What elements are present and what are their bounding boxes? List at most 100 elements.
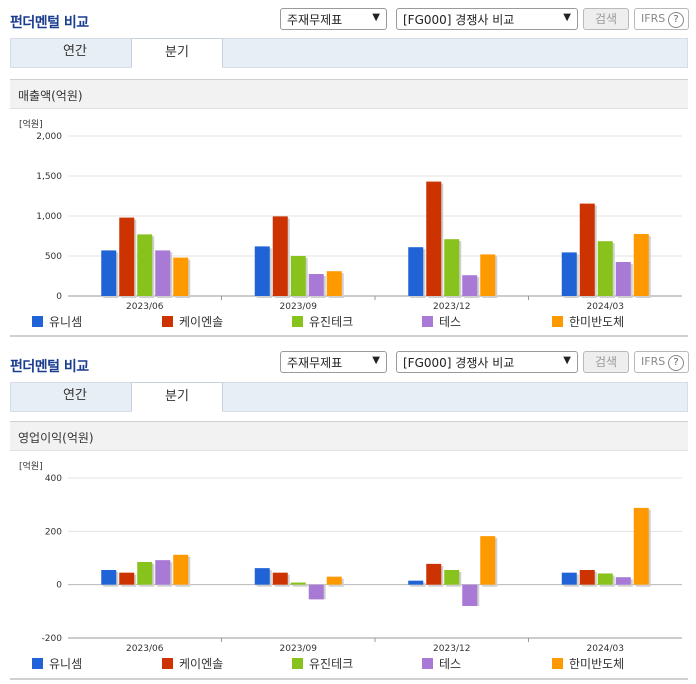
chart-legend: 유니셈 케이엔솔 유진테크 테스 한미반도체 xyxy=(32,313,692,329)
bar[interactable] xyxy=(308,584,324,600)
bar[interactable] xyxy=(137,234,153,296)
y-tick-label: 400 xyxy=(45,474,62,484)
bar[interactable] xyxy=(101,570,117,585)
bar[interactable] xyxy=(462,584,478,606)
peer-group-select[interactable]: [FG000] 경쟁사 비교 ▼ xyxy=(396,8,578,30)
legend-swatch xyxy=(32,658,43,669)
tab-quarterly[interactable]: 분기 xyxy=(131,38,223,68)
bar[interactable] xyxy=(444,570,460,585)
legend-label: 유진테크 xyxy=(309,657,354,671)
bar[interactable] xyxy=(597,241,613,296)
bar[interactable] xyxy=(272,216,288,296)
bar[interactable] xyxy=(462,275,478,296)
legend-item[interactable]: 한미반도체 xyxy=(552,655,624,672)
panel-revenue: 펀더멘털 비교 주재무제표 ▼ [FG000] 경쟁사 비교 ▼ 검색 IFRS… xyxy=(10,8,692,337)
bar[interactable] xyxy=(633,507,649,585)
bar[interactable] xyxy=(308,274,324,296)
legend-label: 유니셈 xyxy=(49,315,83,329)
bar[interactable] xyxy=(173,554,189,585)
bar[interactable] xyxy=(119,572,135,585)
bar[interactable] xyxy=(326,576,342,585)
bar[interactable] xyxy=(290,582,306,585)
ifrs-button[interactable]: IFRS ? xyxy=(634,8,689,30)
bar[interactable] xyxy=(480,536,496,585)
tab-annual[interactable]: 연간 xyxy=(63,44,87,59)
bar[interactable] xyxy=(426,181,442,296)
section-divider xyxy=(10,678,688,680)
bar[interactable] xyxy=(290,256,306,296)
ifrs-button[interactable]: IFRS ? xyxy=(634,351,689,373)
tab-quarterly[interactable]: 분기 xyxy=(131,382,223,412)
bar[interactable] xyxy=(408,247,424,296)
bar[interactable] xyxy=(272,572,288,585)
y-tick-label: 1,000 xyxy=(36,212,62,222)
legend-item[interactable]: 유니셈 xyxy=(32,313,82,330)
bar[interactable] xyxy=(426,563,442,585)
chevron-down-icon: ▼ xyxy=(563,12,571,23)
panel-header: 펀더멘털 비교 주재무제표 ▼ [FG000] 경쟁사 비교 ▼ 검색 IFRS… xyxy=(0,342,696,380)
search-button[interactable]: 검색 xyxy=(583,351,629,373)
bar[interactable] xyxy=(173,257,189,296)
peer-group-value: [FG000] 경쟁사 비교 xyxy=(403,356,515,370)
legend-item[interactable]: 유진테크 xyxy=(292,655,353,672)
section-divider xyxy=(10,335,688,337)
y-tick-label: 1,500 xyxy=(36,172,62,182)
statement-type-select[interactable]: 주재무제표 ▼ xyxy=(280,351,387,373)
bar[interactable] xyxy=(579,570,595,585)
legend-item[interactable]: 테스 xyxy=(422,313,461,330)
legend-label: 테스 xyxy=(439,657,462,671)
unit-label: [억원] xyxy=(19,462,43,472)
bar[interactable] xyxy=(155,560,171,585)
bar[interactable] xyxy=(444,239,460,296)
panel-operating-profit: 펀더멘털 비교 주재무제표 ▼ [FG000] 경쟁사 비교 ▼ 검색 IFRS… xyxy=(0,342,696,684)
bar[interactable] xyxy=(615,577,631,585)
metric-label: 영업이익(억원) xyxy=(18,431,94,445)
bar[interactable] xyxy=(408,580,424,585)
bar[interactable] xyxy=(155,250,171,296)
bar[interactable] xyxy=(119,217,135,296)
ifrs-label: IFRS xyxy=(641,12,666,25)
legend-item[interactable]: 케이엔솔 xyxy=(162,655,223,672)
bar[interactable] xyxy=(137,562,153,585)
bar[interactable] xyxy=(561,572,577,585)
bar[interactable] xyxy=(615,262,631,296)
bar[interactable] xyxy=(480,254,496,296)
bar[interactable] xyxy=(597,573,613,585)
x-tick-label: 2024/03 xyxy=(587,644,624,654)
bar[interactable] xyxy=(579,203,595,296)
legend-item[interactable]: 유진테크 xyxy=(292,313,353,330)
legend-label: 한미반도체 xyxy=(569,315,625,329)
metric-label: 매출액(억원) xyxy=(18,89,83,103)
peer-group-select[interactable]: [FG000] 경쟁사 비교 ▼ xyxy=(396,351,578,373)
y-tick-label: -200 xyxy=(42,634,63,644)
help-icon[interactable]: ? xyxy=(668,355,684,371)
help-icon[interactable]: ? xyxy=(668,12,684,28)
chevron-down-icon: ▼ xyxy=(563,355,571,366)
legend-item[interactable]: 케이엔솔 xyxy=(162,313,223,330)
bar[interactable] xyxy=(254,246,270,296)
legend-item[interactable]: 테스 xyxy=(422,655,461,672)
legend-item[interactable]: 유니셈 xyxy=(32,655,82,672)
operating-profit-chart: -200 0 200 400 2023/06 2023/09 2023/12 2024/03 xyxy=(42,474,682,654)
legend-swatch xyxy=(552,316,563,327)
bar[interactable] xyxy=(254,568,270,585)
statement-type-select[interactable]: 주재무제표 ▼ xyxy=(280,8,387,30)
legend-label: 한미반도체 xyxy=(569,657,625,671)
tab-annual[interactable]: 연간 xyxy=(63,388,87,403)
y-tick-label: 200 xyxy=(45,527,62,537)
bar[interactable] xyxy=(633,234,649,296)
search-button[interactable]: 검색 xyxy=(583,8,629,30)
panel-title: 펀더멘털 비교 xyxy=(10,15,89,31)
x-tick-label: 2023/06 xyxy=(126,644,164,654)
legend-swatch xyxy=(292,316,303,327)
period-tabs: 연간 분기 xyxy=(10,382,688,412)
peer-group-value: [FG000] 경쟁사 비교 xyxy=(403,13,515,27)
chevron-down-icon: ▼ xyxy=(372,12,380,23)
panel-title: 펀더멘털 비교 xyxy=(10,359,89,375)
legend-swatch xyxy=(422,658,433,669)
metric-header: 매출액(억원) xyxy=(10,79,688,109)
legend-item[interactable]: 한미반도체 xyxy=(552,313,624,330)
bar[interactable] xyxy=(561,252,577,296)
bar[interactable] xyxy=(101,250,117,296)
bar[interactable] xyxy=(326,271,342,296)
